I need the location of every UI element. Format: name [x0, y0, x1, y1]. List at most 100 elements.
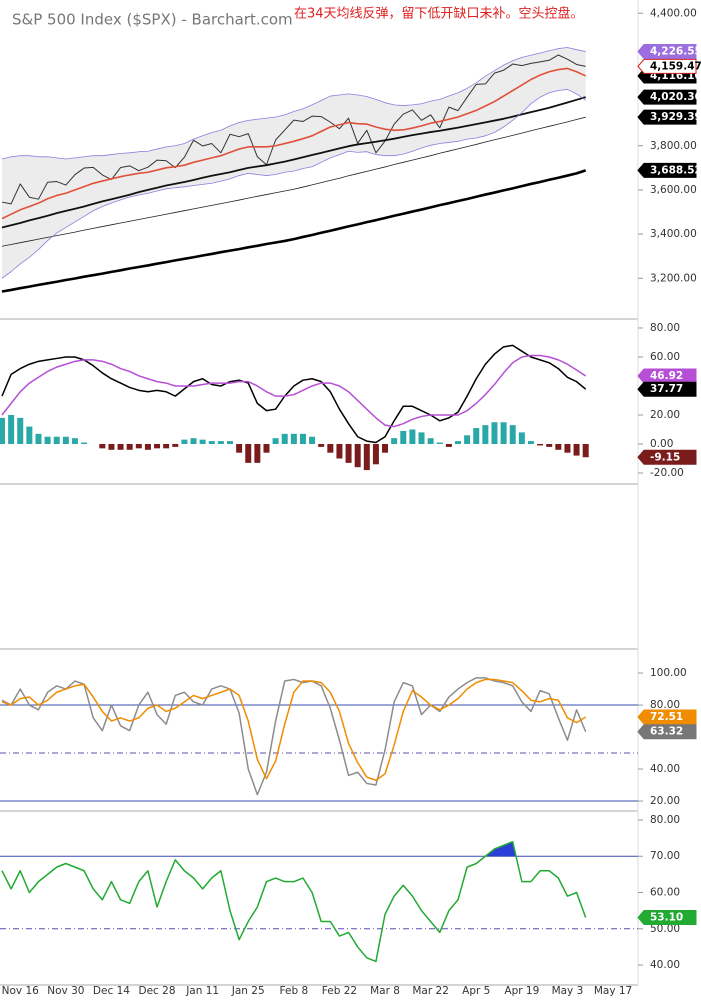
band-fill: [2, 47, 586, 279]
histogram-bar: [254, 443, 261, 463]
panel: [0, 677, 638, 802]
panel: [1, 47, 587, 293]
histogram-bar: [455, 441, 461, 444]
series-line: [1, 169, 587, 293]
histogram-bar: [327, 443, 334, 453]
y-tick-label: 3,600.00: [650, 184, 697, 196]
histogram-bar: [491, 422, 498, 444]
x-tick-label: Jan 11: [185, 985, 219, 997]
value-badge: [637, 58, 697, 74]
x-tick-label: May 17: [594, 985, 632, 997]
series-line: [1, 89, 586, 279]
histogram-bar: [227, 441, 233, 444]
value-badge-label: 4,159.47: [650, 60, 701, 72]
value-badge-label: 37.77: [650, 383, 683, 395]
y-tick-label: 40.00: [650, 763, 680, 775]
y-tick-label: 80.00: [650, 814, 680, 826]
histogram-bar: [190, 438, 197, 444]
value-badge-label: 72.51: [650, 711, 683, 723]
x-tick-label: Apr 5: [462, 985, 490, 997]
series-line: [1, 67, 587, 220]
series-line: [1, 840, 587, 963]
histogram-bar: [564, 443, 571, 453]
histogram-bar: [318, 443, 325, 447]
x-tick-label: Mar 8: [370, 985, 400, 997]
histogram-bar: [99, 443, 106, 449]
series-line: [1, 54, 586, 205]
series-line: [1, 96, 586, 229]
y-tick-label: 20.00: [650, 795, 680, 807]
histogram-bar: [509, 425, 516, 444]
y-tick-label: 4,400.00: [650, 7, 697, 19]
histogram-bar: [126, 443, 133, 450]
histogram-bar: [199, 439, 206, 444]
histogram-bar: [436, 442, 443, 444]
histogram-bar: [181, 439, 188, 444]
chart-title: S&P 500 Index ($SPX) - Barchart.com: [12, 11, 293, 29]
histogram-bar: [518, 432, 525, 444]
series-line: [1, 47, 586, 160]
x-tick-label: Apr 19: [504, 985, 539, 997]
value-badge-label: 53.10: [650, 912, 683, 924]
histogram-bar: [217, 441, 224, 444]
x-tick-label: Dec 14: [93, 985, 130, 997]
histogram-bar: [26, 426, 33, 444]
histogram-bar: [372, 443, 379, 465]
histogram-bar: [17, 417, 24, 444]
histogram-bar: [117, 443, 124, 450]
y-tick-label: 70.00: [650, 850, 680, 862]
y-tick-label: 20.00: [650, 409, 680, 421]
x-tick-label: Feb 22: [322, 985, 357, 997]
histogram-bar: [345, 443, 352, 463]
y-tick-label: 50.00: [650, 923, 680, 935]
histogram-bar: [44, 436, 51, 444]
histogram-bar: [309, 436, 316, 444]
value-badge-label: 63.32: [650, 726, 683, 738]
y-tick-label: 80.00: [650, 322, 680, 334]
y-tick-label: 60.00: [650, 887, 680, 899]
series-line: [1, 678, 587, 781]
histogram-bar: [336, 443, 343, 459]
histogram-bar: [263, 443, 270, 453]
panel: [0, 344, 589, 471]
y-tick-label: 0.00: [650, 438, 673, 450]
x-tick-label: Jan 25: [231, 985, 265, 997]
histogram-bar: [418, 432, 425, 444]
y-tick-label: 80.00: [650, 699, 680, 711]
histogram-bar: [163, 443, 170, 449]
histogram-bar: [172, 443, 179, 447]
x-tick-label: Nov 30: [47, 985, 84, 997]
y-tick-label: 3,800.00: [650, 140, 697, 152]
histogram-bar: [299, 433, 306, 444]
value-badge-label: 3,929.39: [650, 111, 701, 123]
value-badge: [637, 109, 697, 125]
y-tick-label: 60.00: [650, 351, 680, 363]
histogram-bar: [464, 435, 471, 444]
series-line: [1, 116, 586, 247]
histogram-bar: [154, 443, 161, 449]
histogram-bar: [81, 442, 88, 444]
value-badge-label: 3,688.52: [650, 164, 701, 176]
histogram-bar: [546, 443, 553, 447]
value-badge: [637, 709, 697, 725]
y-tick-label: 3,200.00: [650, 272, 697, 284]
histogram-bar: [71, 438, 78, 444]
annotation: 在34天均线反弹，留下低开缺口未补。空头控盘。: [294, 6, 584, 22]
histogram-bar: [108, 443, 115, 450]
value-badge: [637, 910, 697, 926]
histogram-bar: [35, 433, 42, 444]
histogram-bar: [363, 443, 370, 471]
histogram-bar: [555, 443, 562, 450]
value-badge: [637, 724, 697, 740]
histogram-bar: [473, 428, 480, 444]
value-badge-label: 46.92: [650, 370, 683, 382]
histogram-bar: [8, 414, 15, 444]
histogram-bar: [272, 438, 279, 444]
histogram-bar: [53, 436, 60, 444]
value-badge: [637, 449, 697, 465]
x-tick-label: Nov 16: [2, 985, 40, 997]
histogram-bar: [236, 443, 243, 453]
y-tick-label: 100.00: [650, 667, 687, 679]
histogram-bar: [62, 436, 69, 444]
histogram-bar: [245, 443, 252, 463]
